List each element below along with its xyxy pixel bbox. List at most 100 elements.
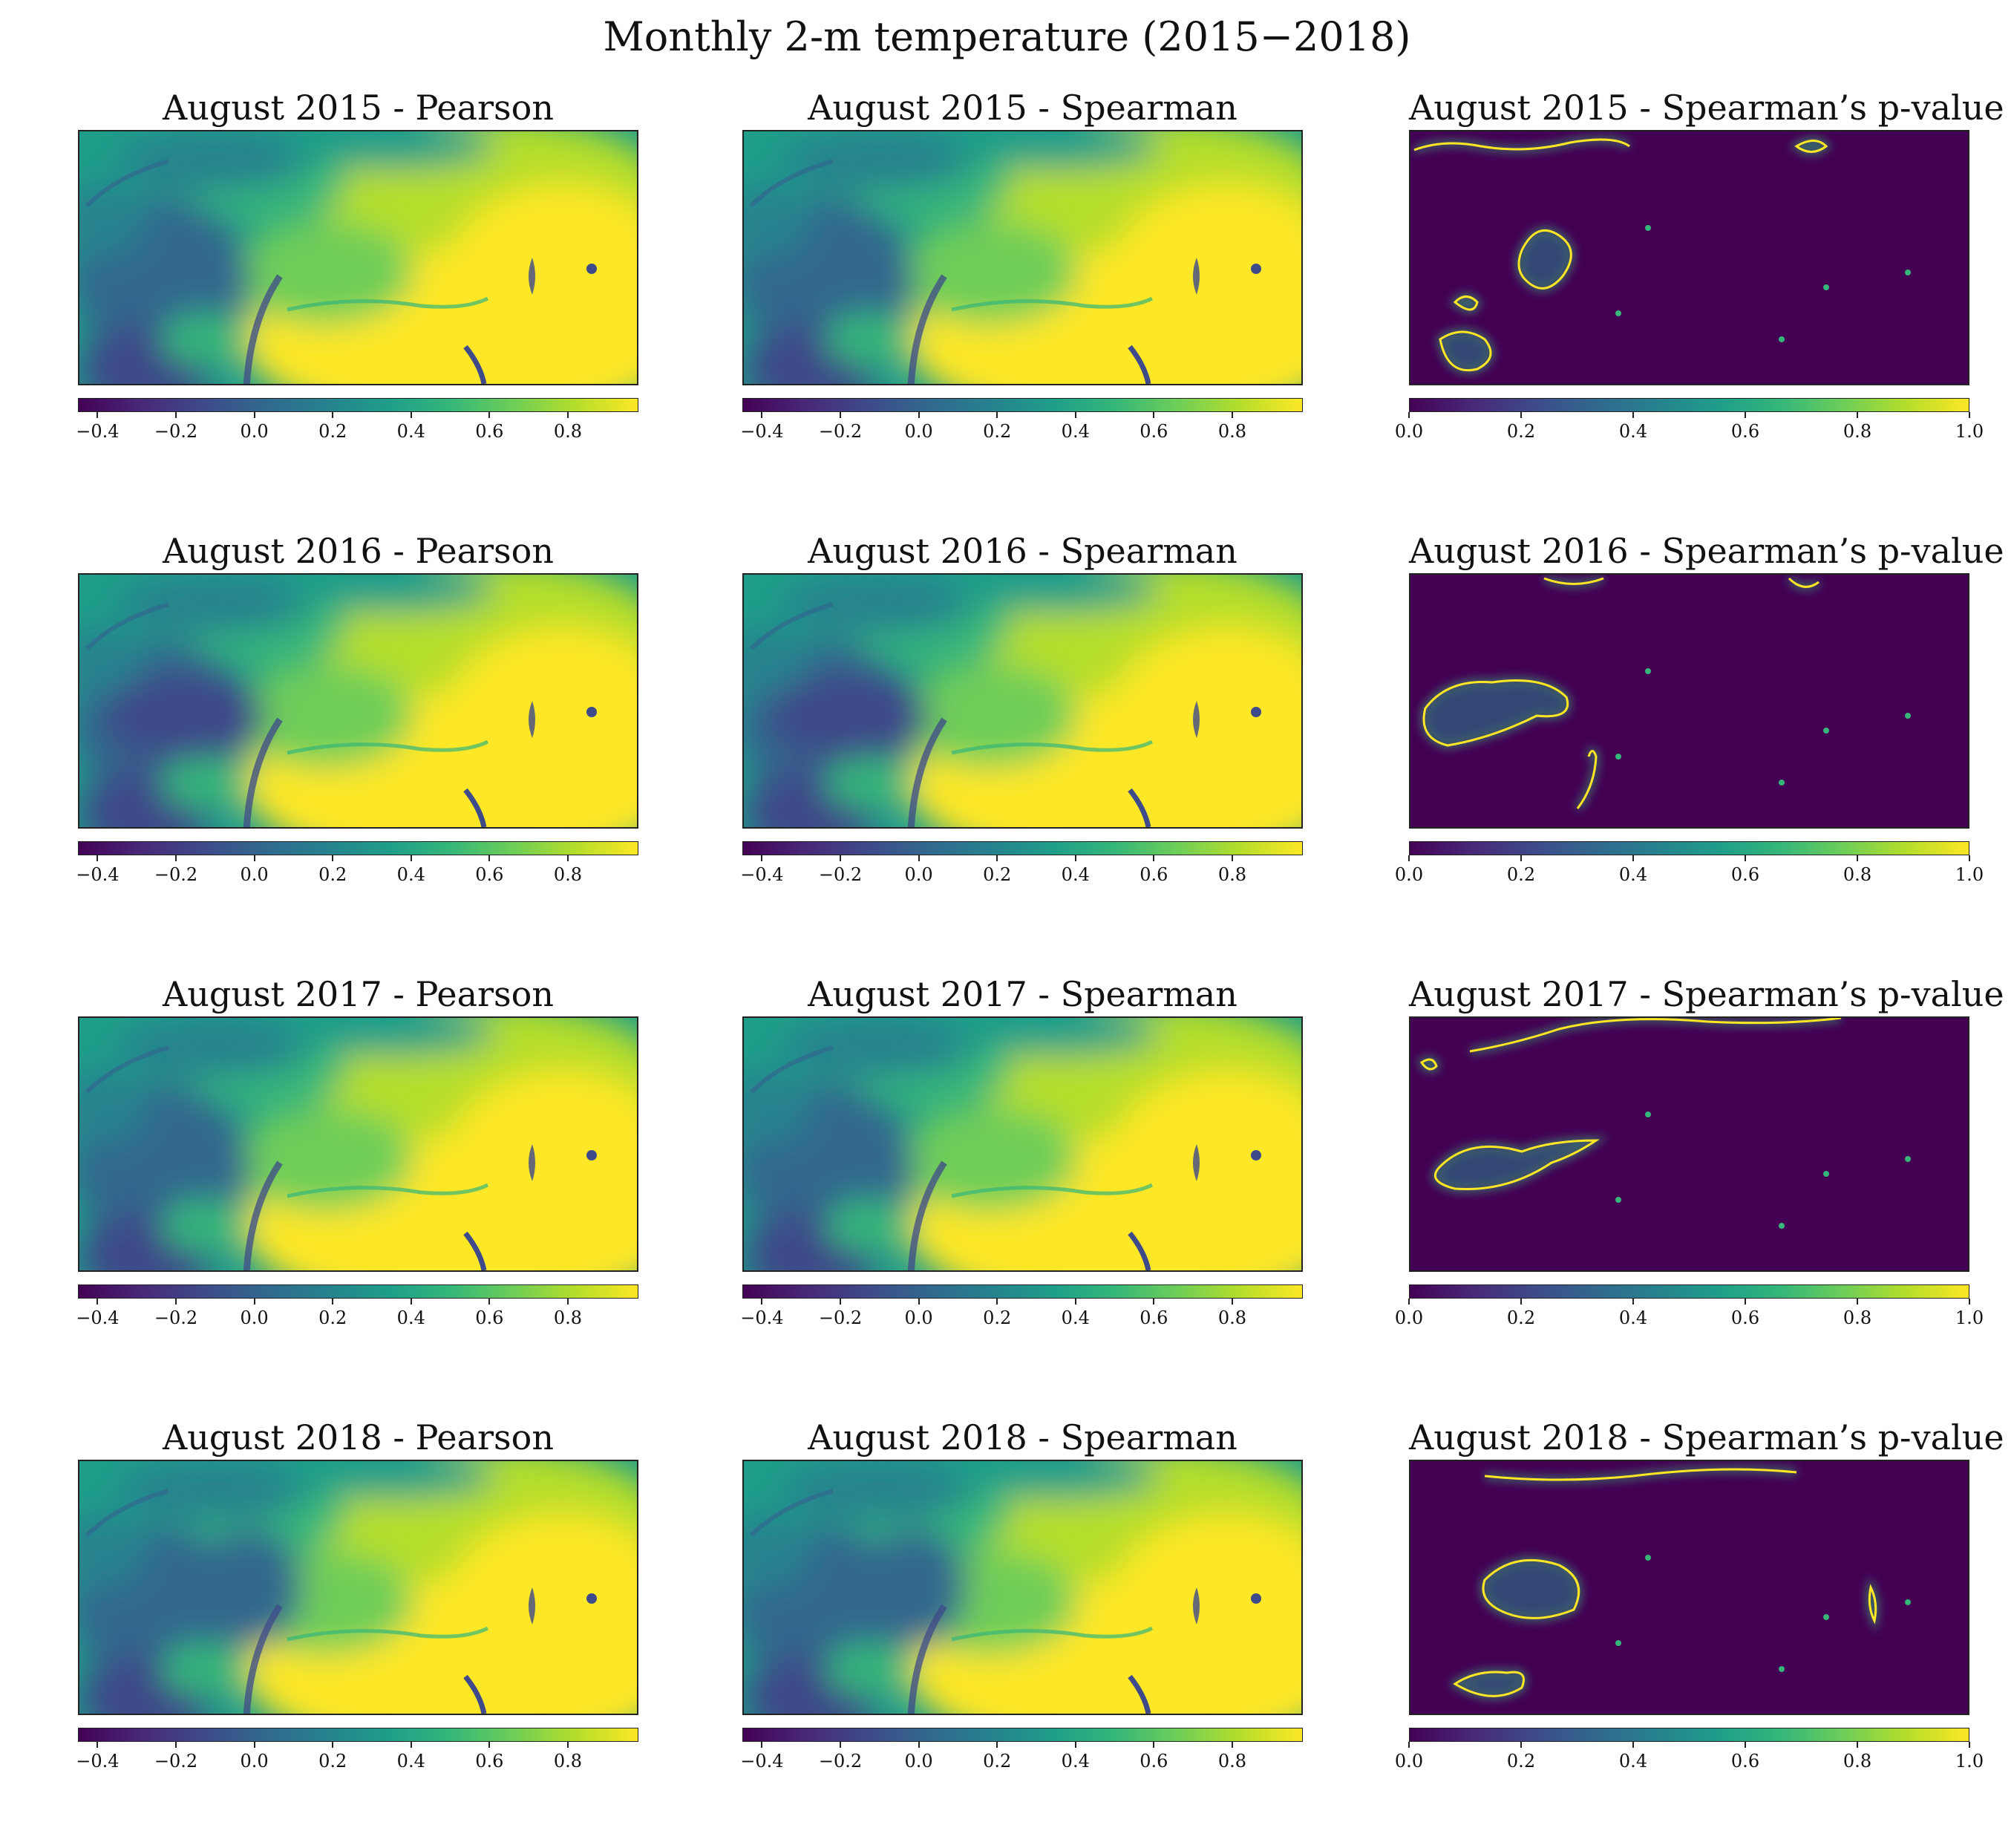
colorbar-tick-mark bbox=[839, 412, 841, 418]
colorbar-tick-mark bbox=[1153, 1742, 1155, 1748]
field-region-10 bbox=[952, 1461, 1160, 1498]
colorbar-tick-label: 0.6 bbox=[1730, 864, 1760, 885]
field-region-9 bbox=[825, 313, 915, 365]
colorbar-tick-mark bbox=[488, 1299, 491, 1305]
pvalue-spot-1 bbox=[1823, 1614, 1829, 1620]
colorbar bbox=[1409, 841, 1969, 855]
colorbar-ticks: −0.4 −0.2 0.0 0.2 0.4 0.6 0.8 bbox=[76, 1742, 638, 1779]
panel-1-3: August 2015 - Spearman’s p-value 0.0 0.2 0.… bbox=[1395, 88, 2014, 518]
panel-title: August 2015 - Spearman’s p-value bbox=[1409, 88, 2004, 128]
red-sea bbox=[1128, 1674, 1151, 1714]
colorbar-tick-label: 0.2 bbox=[318, 864, 347, 885]
colorbar-tick-label: 0.6 bbox=[475, 864, 504, 885]
aral-lake bbox=[1251, 707, 1261, 717]
panel-1-1: August 2015 - Pearson −0.4 −0.2 0.0 0.2 0.4 0.… bbox=[76, 88, 746, 518]
colorbar-ticks: −0.4 −0.2 0.0 0.2 0.4 0.6 0.8 bbox=[76, 855, 638, 892]
pvalue-spot-2 bbox=[1905, 1599, 1911, 1605]
colorbar-tick-mark bbox=[174, 1299, 177, 1305]
caspian-sea bbox=[529, 1144, 535, 1181]
pvalue-spot-0 bbox=[1645, 1111, 1651, 1117]
field-region-8 bbox=[744, 1513, 811, 1587]
northern-coast bbox=[749, 1489, 834, 1538]
pvalue-contour-2 bbox=[1419, 1058, 1438, 1071]
atlantic-coast bbox=[243, 717, 283, 827]
field-region-8 bbox=[79, 1513, 146, 1587]
panel-title: August 2015 - Pearson bbox=[163, 88, 554, 128]
colorbar-tick-label: 1.0 bbox=[1955, 421, 1984, 442]
mediterranean-coast bbox=[287, 296, 489, 312]
field-region-9 bbox=[161, 1643, 250, 1695]
colorbar-tick-label: 0.4 bbox=[396, 1307, 425, 1328]
caspian-sea bbox=[1193, 258, 1200, 295]
field-region-8 bbox=[744, 1070, 811, 1144]
field-region-7 bbox=[781, 575, 974, 634]
colorbar-tick-mark bbox=[253, 412, 255, 418]
panel-title: August 2016 - Pearson bbox=[163, 531, 554, 571]
colorbar-tick-label: 0.2 bbox=[983, 421, 1012, 442]
colorbar-tick-mark bbox=[1231, 1742, 1233, 1748]
colorbar-tick-label: 0.8 bbox=[1217, 1307, 1247, 1328]
colorbar-tick-mark bbox=[1074, 412, 1076, 418]
panel-3-2: August 2017 - Spearman −0.4 −0.2 0.0 0.2 0.4 0… bbox=[740, 974, 1410, 1405]
colorbar-ticks: −0.4 −0.2 0.0 0.2 0.4 0.6 0.8 bbox=[740, 1299, 1303, 1336]
field-region-10 bbox=[952, 575, 1160, 612]
colorbar-tick-label: 0.8 bbox=[1843, 421, 1872, 442]
colorbar bbox=[78, 1728, 638, 1742]
colorbar-tick-label: 0.0 bbox=[1394, 864, 1424, 885]
colorbar-tick-label: 0.8 bbox=[553, 1751, 583, 1772]
colorbar-tick-label: −0.4 bbox=[76, 1751, 120, 1772]
caspian-sea bbox=[1193, 1587, 1200, 1625]
colorbar bbox=[742, 1728, 1303, 1742]
panel-title: August 2015 - Spearman bbox=[808, 88, 1238, 128]
mediterranean-coast bbox=[951, 1183, 1154, 1198]
panel-4-1: August 2018 - Pearson −0.4 −0.2 0.0 0.2 0.4 0.… bbox=[76, 1417, 746, 1848]
pvalue-heatmap bbox=[1409, 1016, 1969, 1272]
colorbar-tick-label: 0.6 bbox=[475, 421, 504, 442]
colorbar-tick-mark bbox=[1231, 1299, 1233, 1305]
pvalue-contour-3 bbox=[1453, 296, 1479, 311]
panel-title: August 2018 - Spearman’s p-value bbox=[1409, 1417, 2004, 1457]
field-region-7 bbox=[117, 1461, 310, 1521]
field-region-2 bbox=[1108, 1513, 1301, 1706]
field-region-3 bbox=[900, 1107, 1078, 1211]
colorbar-tick-mark bbox=[1632, 412, 1634, 418]
field-region-2 bbox=[1108, 1070, 1301, 1263]
atlantic-coast bbox=[243, 1604, 283, 1714]
colorbar-tick-mark bbox=[253, 1299, 255, 1305]
panel-title: August 2018 - Pearson bbox=[163, 1417, 554, 1457]
field-region-10 bbox=[287, 1018, 495, 1055]
atlantic-coast bbox=[243, 274, 283, 384]
pvalue-spot-3 bbox=[1615, 310, 1621, 316]
colorbar-tick-mark bbox=[488, 1742, 491, 1748]
colorbar-tick-mark bbox=[839, 855, 841, 861]
pvalue-spot-1 bbox=[1823, 1171, 1829, 1177]
colorbar-ticks: −0.4 −0.2 0.0 0.2 0.4 0.6 0.8 bbox=[740, 1742, 1303, 1779]
colorbar-tick-mark bbox=[1969, 1299, 1970, 1305]
mediterranean-coast bbox=[951, 739, 1154, 755]
field-region-3 bbox=[235, 664, 413, 768]
colorbar-tick-mark bbox=[97, 855, 99, 861]
colorbar-tick-mark bbox=[918, 412, 920, 418]
colorbar-tick-label: 0.4 bbox=[1618, 864, 1648, 885]
aral-lake bbox=[1251, 1150, 1261, 1160]
colorbar-tick-label: 0.8 bbox=[1217, 1751, 1247, 1772]
colorbar-tick-label: 0.0 bbox=[240, 421, 269, 442]
colorbar-tick-mark bbox=[1520, 1742, 1522, 1748]
pvalue-spot-4 bbox=[1779, 1223, 1785, 1229]
pvalue-contour-0 bbox=[1469, 1018, 1842, 1053]
colorbar-tick-label: −0.2 bbox=[818, 421, 863, 442]
colorbar-tick-label: 0.6 bbox=[1730, 1307, 1760, 1328]
colorbar-ticks: −0.4 −0.2 0.0 0.2 0.4 0.6 0.8 bbox=[76, 412, 638, 449]
panel-2-2: August 2016 - Spearman −0.4 −0.2 0.0 0.2 0.4 0… bbox=[740, 531, 1410, 961]
colorbar-tick-mark bbox=[1074, 1742, 1076, 1748]
colorbar-tick-label: 0.0 bbox=[1394, 1751, 1424, 1772]
colorbar-tick-mark bbox=[410, 412, 412, 418]
colorbar-tick-label: −0.4 bbox=[740, 1751, 784, 1772]
pvalue-contour-4 bbox=[1794, 140, 1828, 153]
aral-lake bbox=[586, 264, 597, 274]
pvalue-spot-1 bbox=[1823, 284, 1829, 290]
red-sea bbox=[1128, 788, 1151, 827]
colorbar bbox=[742, 398, 1303, 412]
colorbar-tick-label: 0.0 bbox=[240, 1307, 269, 1328]
colorbar-tick-label: 0.6 bbox=[1140, 421, 1168, 442]
